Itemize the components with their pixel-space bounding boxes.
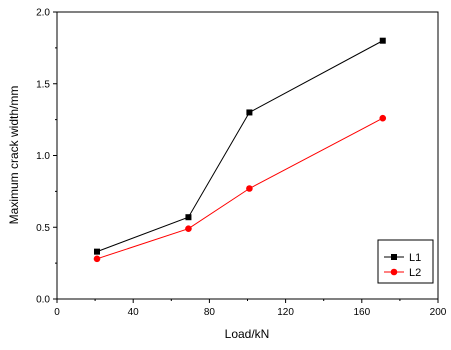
x-tick-label: 40 xyxy=(128,307,140,318)
x-tick-label: 200 xyxy=(430,307,447,318)
y-tick-label: 1.5 xyxy=(36,79,50,90)
x-axis-title: Load/kN xyxy=(225,327,270,341)
y-tick-label: 2.0 xyxy=(36,8,50,19)
legend-marker-l1 xyxy=(391,254,397,260)
legend-label-l1: L1 xyxy=(409,252,421,264)
y-axis: 0.0 0.5 1.0 1.5 2.0 xyxy=(36,8,57,306)
data-point-l1 xyxy=(379,37,386,44)
data-point-l1 xyxy=(94,248,101,255)
y-tick-label: 0.0 xyxy=(36,295,50,306)
x-axis: 0 40 80 120 160 200 xyxy=(54,299,447,318)
series-line-l2 xyxy=(96,117,384,260)
x-tick-label: 80 xyxy=(204,307,216,318)
x-tick-label: 160 xyxy=(353,307,370,318)
legend: L1 L2 xyxy=(377,239,434,284)
data-point-l2 xyxy=(379,114,387,122)
legend-box xyxy=(377,239,434,284)
data-point-l2 xyxy=(246,185,253,192)
y-tick-label: 0.5 xyxy=(36,223,50,234)
series-layer xyxy=(93,37,387,263)
data-point-l2 xyxy=(185,225,192,232)
x-tick-label: 120 xyxy=(277,307,294,318)
data-point-l1 xyxy=(246,109,253,116)
data-point-l1 xyxy=(185,214,192,221)
data-point-l2 xyxy=(93,255,101,263)
legend-marker-l2 xyxy=(390,268,398,276)
series-line-l1 xyxy=(96,40,384,253)
legend-label-l2: L2 xyxy=(409,267,421,279)
y-axis-title: Maximum crack width/mm xyxy=(7,86,21,225)
y-tick-label: 1.0 xyxy=(36,151,50,162)
x-tick-label: 0 xyxy=(54,307,60,318)
